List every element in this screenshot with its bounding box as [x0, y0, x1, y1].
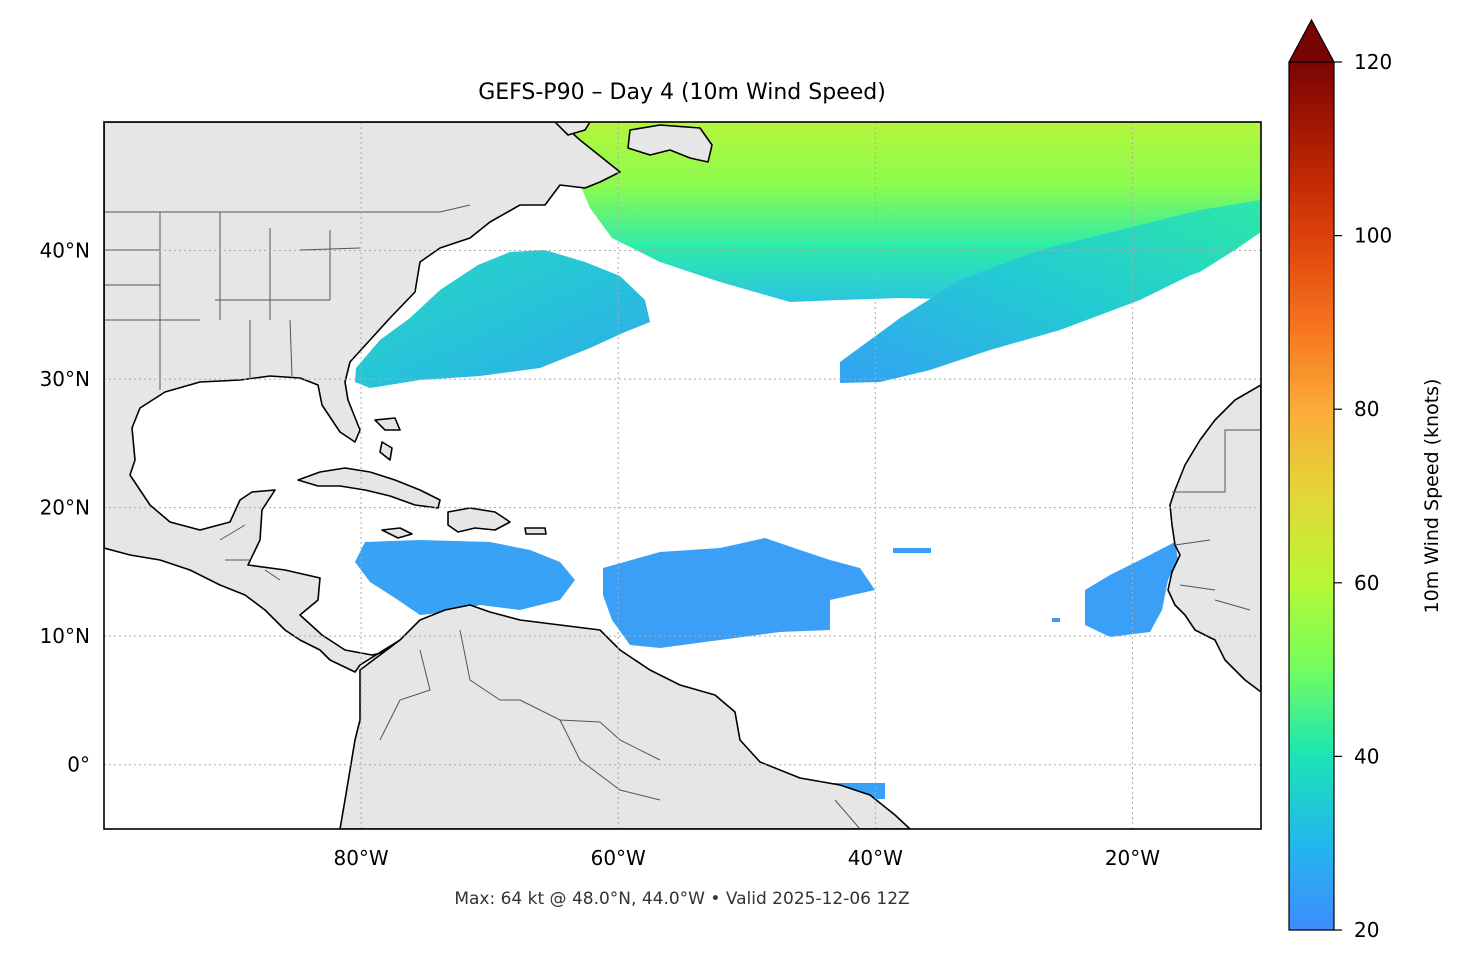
map-frame [103, 121, 1262, 830]
y-tick-label: 0° [67, 753, 90, 777]
y-tick-label: 40°N [40, 239, 90, 263]
africa [1167, 384, 1261, 693]
north-america [104, 122, 621, 673]
wind-region-northeast-trough-band [840, 200, 1261, 383]
colorbar: 20 40 60 80 100 120 10m Wind Speed (knots) [1287, 18, 1443, 942]
map-area [104, 122, 1261, 829]
colorbar-tick-label: 40 [1354, 744, 1379, 768]
colorbar-ticks: 20 40 60 80 100 120 [1334, 50, 1392, 942]
wind-region-caribbean-trades [355, 540, 575, 615]
x-tick-label: 20°W [1105, 846, 1160, 870]
x-tick-label: 80°W [333, 846, 388, 870]
colorbar-extend-arrow [1287, 18, 1336, 63]
colorbar-frame [1288, 62, 1335, 931]
colorbar-tick-label: 100 [1354, 224, 1392, 248]
internal-borders [104, 204, 1261, 829]
y-tick-label: 30°N [40, 367, 90, 391]
y-tick-label: 10°N [40, 624, 90, 648]
colorbar-tick-label: 120 [1354, 50, 1392, 74]
footer-caption: Max: 64 kt @ 48.0°N, 44.0°W • Valid 2025… [454, 889, 909, 909]
colorbar-tick-label: 20 [1354, 918, 1379, 942]
wind-region-cape-verde-area [1085, 542, 1178, 637]
y-axis-ticks: 0° 10°N 20°N 30°N 40°N [40, 239, 90, 777]
colorbar-tick-label: 80 [1354, 397, 1379, 421]
x-tick-label: 40°W [848, 846, 903, 870]
colorbar-label: 10m Wind Speed (knots) [1421, 379, 1443, 614]
nova-scotia-island [554, 122, 591, 136]
y-tick-label: 20°N [40, 496, 90, 520]
colorbar-tick-label: 60 [1354, 571, 1379, 595]
puerto-rico [524, 527, 547, 535]
colorbar-ramp [1289, 62, 1334, 930]
land [104, 122, 1261, 829]
wind-region-us-east-coast-low [355, 250, 650, 388]
jamaica [381, 527, 413, 539]
wind-speck [893, 548, 931, 553]
x-axis-ticks: 80°W 60°W 40°W 20°W [333, 846, 1160, 870]
wind-speck [1052, 618, 1060, 622]
wind-region-central-atlantic-trades [603, 538, 875, 648]
map-title: GEFS-P90 – Day 4 (10m Wind Speed) [478, 80, 886, 105]
cuba [297, 467, 441, 509]
newfoundland [627, 124, 713, 163]
x-tick-label: 60°W [591, 846, 646, 870]
bahamas [374, 417, 401, 461]
hispaniola [447, 507, 511, 533]
south-america [339, 604, 911, 829]
